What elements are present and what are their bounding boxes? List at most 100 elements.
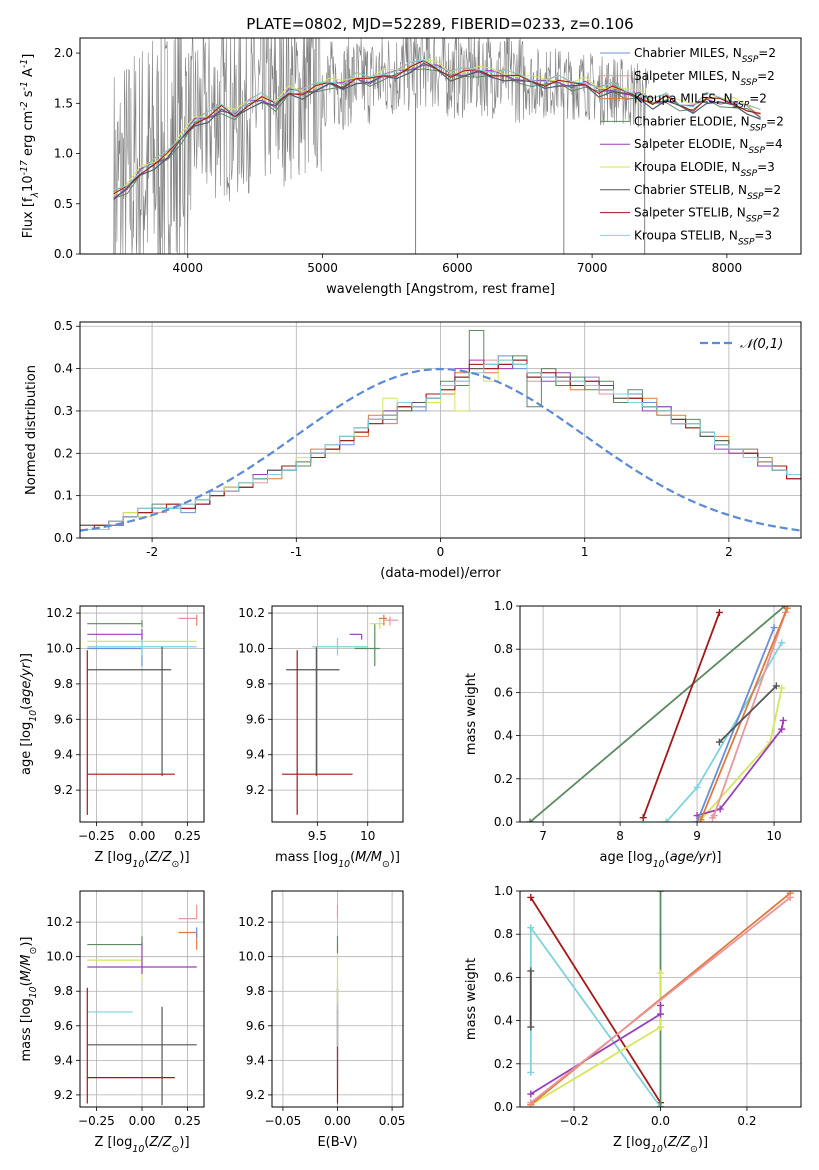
- weight-series: [530, 897, 662, 1104]
- y-tick-label: 10.0: [46, 641, 73, 655]
- y-tick-label: 9.6: [54, 1019, 73, 1033]
- y-tick-label: 0.3: [54, 404, 73, 418]
- y-tick-label: 9.4: [246, 748, 265, 762]
- weight-marker: [657, 1103, 664, 1107]
- y-tick-label: 10.0: [238, 641, 265, 655]
- y-tick-label: 10.2: [238, 606, 265, 620]
- x-tick-label: −0.25: [78, 829, 115, 843]
- plot-area-spectrum: [113, 38, 761, 254]
- y-tick-label: 10.2: [46, 915, 73, 929]
- weight-marker: [527, 1068, 535, 1076]
- y-tick-label: 0.4: [494, 1014, 513, 1028]
- y-tick-label: 2.0: [54, 46, 73, 60]
- weight-marker: [527, 1023, 535, 1031]
- x-tick-label: 7: [539, 829, 547, 843]
- weight-marker: [527, 893, 535, 901]
- y-axis-label: mass weight: [464, 958, 479, 1040]
- weight-marker: [526, 818, 534, 822]
- y-tick-label: 9.8: [246, 984, 265, 998]
- weight-marker: [657, 891, 664, 895]
- y-tick-label: 9.6: [54, 712, 73, 726]
- y-tick-label: 0.0: [494, 815, 513, 829]
- model-spectrum: [113, 59, 761, 191]
- weight-marker: [778, 684, 786, 692]
- weight-marker: [715, 608, 723, 616]
- y-tick-label: 10.0: [46, 950, 73, 964]
- axes-weight_vs_Z: −0.2 0.0 0.2 0.0 0.2 0.4 0.6 0.8 1.0 Z [log10(Z/Z…: [464, 884, 802, 1155]
- axes-age_vs_mass: 9.5 10 9.2 9.4 9.6 9.8 10.0 10.2 mass [log10(M/M…: [238, 605, 404, 870]
- weight-marker: [715, 738, 723, 746]
- y-tick-label: 9.2: [54, 783, 73, 797]
- y-axis-label: age [log10(age/yr)]: [19, 653, 39, 775]
- x-tick-label: 5000: [307, 261, 338, 275]
- weight-series: [718, 685, 778, 743]
- model-spectrum: [113, 68, 761, 199]
- legend-label: Chabrier MILES, NSSP=2: [634, 46, 776, 65]
- y-tick-label: 0.8: [494, 642, 513, 656]
- axes-frame: [519, 890, 802, 1108]
- plot-area-mass_vs_Z: [86, 904, 198, 1106]
- x-tick-label: 8000: [712, 261, 743, 275]
- x-tick-label: 8: [616, 829, 624, 843]
- legend-label: Salpeter ELODIE, NSSP=4: [634, 137, 783, 156]
- y-tick-label: 9.8: [246, 677, 265, 691]
- y-tick-label: 0.5: [54, 197, 73, 211]
- y-tick-label: 0.1: [54, 489, 73, 503]
- y-tick-label: 9.4: [54, 748, 73, 762]
- plot-area-weight_vs_age: [526, 606, 791, 822]
- x-tick-label: 0.00: [324, 1114, 351, 1128]
- x-tick-label: 4000: [173, 261, 204, 275]
- weight-marker: [710, 812, 718, 820]
- weight-series: [700, 607, 788, 821]
- axes-spectrum: 4000 5000 6000 7000 8000 0.0 0.5 1.0 1.5 2.0 wavel…: [19, 37, 802, 297]
- y-axis-label: Flux [fλ10-17 erg cm-2 s-1 A-1]: [19, 54, 41, 239]
- weight-marker: [693, 818, 701, 822]
- x-axis-label: Z [log10(Z/Z⊙)]: [94, 1135, 189, 1155]
- y-tick-label: 9.2: [246, 783, 265, 797]
- y-tick-label: 1.5: [54, 96, 73, 110]
- x-tick-label: 1: [581, 545, 589, 559]
- axes-residuals: -2 -1 0 1 2 0.0 0.1 0.2 0.3 0.4 0.5 (data-model)/er…: [24, 319, 802, 581]
- weight-marker: [772, 682, 780, 690]
- y-tick-label: 0.0: [54, 531, 73, 545]
- y-tick-label: 0.0: [494, 1100, 513, 1114]
- y-axis-label: mass [log10(M/M⊙)]: [19, 937, 39, 1062]
- x-tick-label: 9: [693, 829, 701, 843]
- x-tick-label: 2: [725, 545, 733, 559]
- weight-marker: [527, 924, 535, 932]
- legend-label: Kroupa ELODIE, NSSP=3: [634, 160, 775, 179]
- x-tick-label: 0.05: [379, 1114, 406, 1128]
- axes-frame: [519, 605, 802, 823]
- y-tick-label: 10.2: [46, 606, 73, 620]
- y-tick-label: 9.8: [54, 677, 73, 691]
- axes-mass_vs_Z: −0.25 0.00 0.25 9.2 9.4 9.6 9.8 10.0 10.2 Z [log1…: [19, 890, 205, 1155]
- histogram-series: [80, 363, 801, 526]
- x-tick-label: 0.00: [129, 1114, 156, 1128]
- weight-marker: [786, 893, 794, 901]
- y-tick-label: 0.8: [494, 927, 513, 941]
- x-axis-label: mass [log10(M/M⊙)]: [275, 850, 400, 870]
- x-axis-label: (data-model)/error: [380, 566, 501, 581]
- y-tick-label: 0.4: [54, 362, 73, 376]
- y-tick-label: 1.0: [54, 147, 73, 161]
- y-tick-label: 0.6: [494, 970, 513, 984]
- weight-marker: [657, 1023, 664, 1031]
- x-tick-label: 0.0: [651, 1114, 670, 1128]
- plot-area-age_vs_Z: [86, 614, 198, 815]
- weight-marker: [697, 816, 705, 822]
- y-tick-label: 9.4: [246, 1053, 265, 1067]
- weight-series: [529, 606, 786, 822]
- legend-label: Chabrier ELODIE, NSSP=2: [634, 114, 784, 133]
- y-tick-label: 0.2: [54, 446, 73, 460]
- x-tick-label: -2: [146, 545, 158, 559]
- x-tick-label: 0.2: [737, 1114, 756, 1128]
- weight-marker: [778, 639, 786, 647]
- x-tick-label: 10: [360, 829, 375, 843]
- model-spectrum: [113, 59, 761, 195]
- x-tick-label: −0.2: [559, 1114, 588, 1128]
- weight-series: [711, 612, 787, 819]
- weight-marker: [770, 624, 778, 632]
- legend-label: 𝒩(0,1): [740, 337, 783, 352]
- weight-series: [696, 720, 785, 817]
- x-axis-label: age [log10(age/yr)]: [599, 850, 721, 870]
